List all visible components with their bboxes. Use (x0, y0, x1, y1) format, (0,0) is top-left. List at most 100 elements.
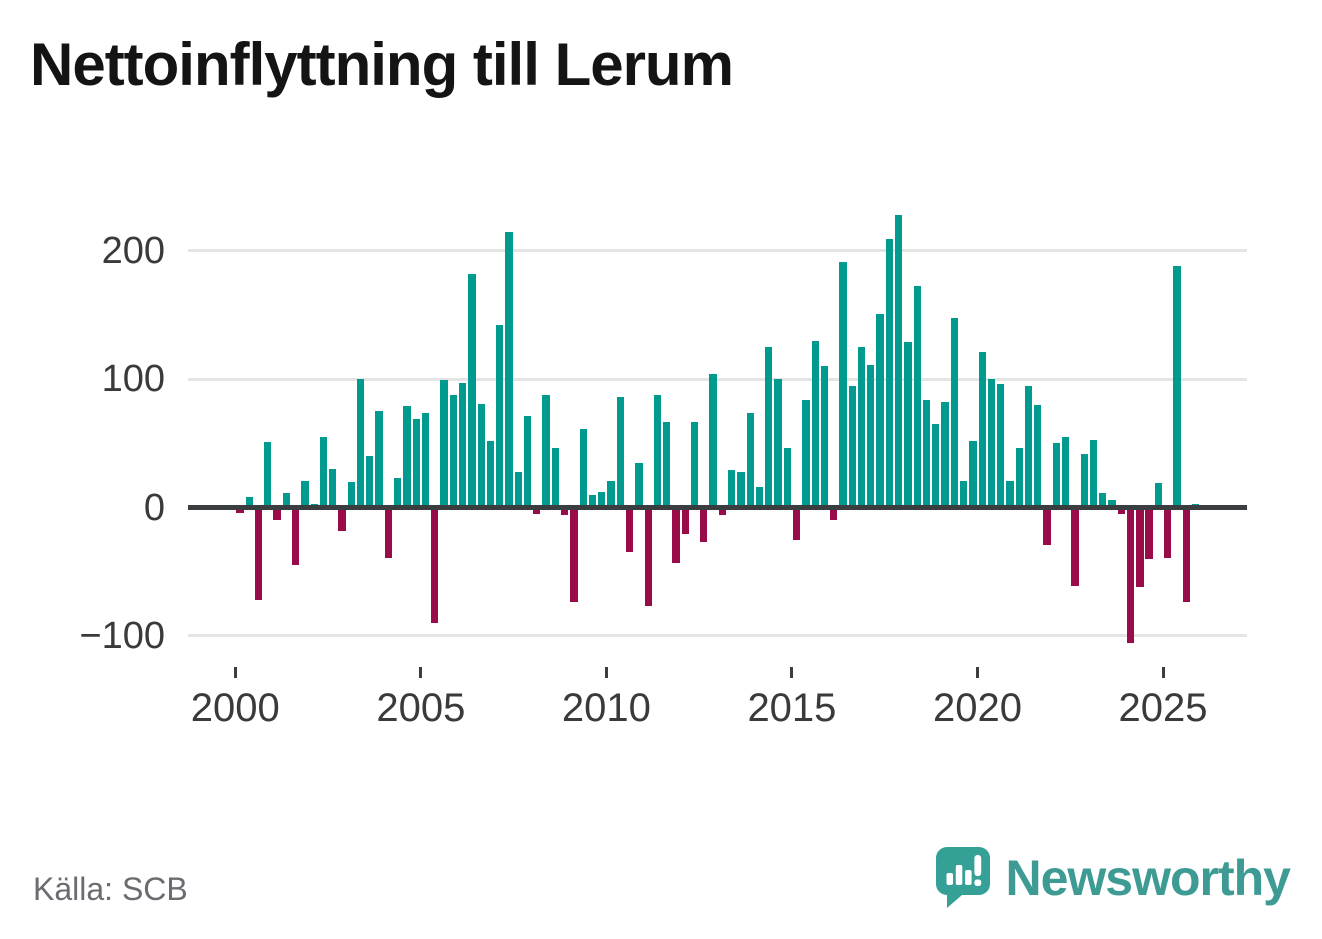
bar-2009-q2 (579, 429, 587, 508)
bar-2008-q2 (542, 394, 550, 508)
bar-2005-q1 (421, 412, 430, 508)
bar-2019-q2 (950, 317, 958, 508)
bar-2004-q1 (384, 507, 393, 558)
bar-2000-q3 (254, 507, 263, 600)
bar-2021-q2 (1024, 385, 1033, 508)
bar-2014-q4 (783, 448, 791, 508)
x-axis-tick-2020 (976, 667, 979, 678)
y-axis-label: 100 (101, 358, 165, 401)
bar-2003-q3 (366, 456, 374, 508)
y-axis-label: 0 (143, 486, 165, 529)
bar-2022-q1 (1052, 443, 1061, 508)
bar-2000-q2 (245, 497, 253, 508)
bar-2007-q2 (505, 231, 513, 508)
x-axis-tick-2000 (233, 667, 237, 678)
bar-2016-q1 (830, 507, 838, 521)
bar-2023-q2 (1099, 493, 1107, 508)
bar-2013-q2 (728, 470, 736, 508)
bar-2023-q1 (1089, 439, 1098, 508)
bar-2014-q2 (765, 347, 773, 508)
bar-2006-q4 (486, 440, 495, 508)
bar-2001-q4 (301, 480, 309, 508)
bar-2008-q3 (551, 448, 560, 508)
bar-2016-q4 (857, 347, 866, 508)
bar-2018-q1 (904, 341, 912, 508)
bar-2011-q2 (653, 394, 662, 508)
bar-2012-q1 (681, 507, 689, 535)
bar-2018-q3 (922, 399, 931, 508)
bar-2003-q2 (356, 379, 365, 508)
bar-2004-q2 (394, 477, 402, 508)
x-axis-label: 2010 (561, 686, 651, 730)
bar-2019-q4 (969, 440, 977, 508)
bar-2003-q4 (375, 411, 383, 508)
bar-2009-q3 (588, 494, 597, 508)
bar-2001-q2 (282, 493, 290, 508)
bar-2010-q3 (625, 507, 634, 553)
bar-2014-q3 (774, 379, 782, 508)
y-axis-label: −100 (79, 614, 165, 657)
bar-2009-q1 (570, 507, 578, 603)
y-axis-label: 200 (101, 229, 165, 272)
bar-2005-q3 (440, 380, 448, 508)
bar-2011-q1 (644, 507, 652, 607)
bar-2016-q2 (839, 262, 847, 508)
bar-2010-q4 (635, 462, 643, 508)
bar-2005-q2 (431, 507, 439, 623)
source-caption: Källa: SCB (33, 871, 188, 907)
bar-2022-q2 (1061, 436, 1070, 508)
bar-2025-q1 (1164, 507, 1172, 558)
bar-2020-q2 (987, 379, 996, 508)
bar-2019-q1 (941, 402, 949, 508)
bar-2023-q3 (1108, 499, 1116, 508)
x-axis-tick-2025 (1161, 667, 1165, 678)
bar-2010-q1 (607, 480, 615, 508)
bar-2000-q4 (264, 442, 272, 508)
bar-2021-q3 (1034, 404, 1042, 508)
bar-2020-q4 (1006, 480, 1014, 508)
bar-2018-q4 (932, 424, 940, 508)
bar-2007-q3 (514, 471, 522, 508)
bar-2000-q1 (236, 507, 244, 513)
bar-2011-q3 (663, 421, 671, 508)
x-axis-tick-2005 (419, 667, 423, 678)
chart-title: Nettoinflyttning till Lerum (30, 31, 734, 98)
bar-2007-q1 (496, 325, 504, 508)
bar-2001-q1 (273, 507, 281, 521)
bar-2002-q3 (329, 469, 337, 508)
gridline--100 (188, 634, 1247, 638)
bar-2013-q1 (718, 507, 727, 516)
bar-2024-q2 (1136, 507, 1144, 588)
bar-2021-q1 (1015, 448, 1023, 508)
bar-2023-q4 (1117, 507, 1125, 514)
bar-2015-q4 (820, 366, 829, 508)
bar-2024-q1 (1126, 507, 1135, 644)
newsworthy-branding: Newsworthy (935, 843, 1291, 913)
bar-2019-q3 (959, 480, 968, 508)
zero-baseline (188, 505, 1247, 510)
x-axis-tick-2015 (790, 667, 794, 678)
bar-2016-q3 (848, 385, 856, 508)
bar-2013-q3 (737, 471, 745, 508)
x-axis-label: 2005 (376, 686, 466, 730)
gridline-200 (188, 249, 1247, 253)
bar-2002-q2 (319, 436, 328, 508)
bar-2020-q3 (997, 384, 1005, 508)
bar-2015-q2 (802, 399, 810, 508)
bar-2011-q4 (672, 507, 680, 563)
bar-2012-q2 (690, 421, 699, 508)
bar-2002-q4 (338, 507, 346, 531)
bar-2013-q4 (746, 412, 754, 508)
bar-2015-q3 (811, 340, 819, 508)
bar-2015-q1 (792, 507, 801, 540)
bar-2025-q3 (1182, 507, 1190, 603)
bar-2022-q3 (1071, 507, 1079, 586)
bar-2021-q4 (1043, 507, 1051, 545)
bar-2009-q4 (598, 492, 606, 508)
bar-2017-q3 (885, 239, 894, 508)
bar-2001-q3 (291, 507, 300, 566)
newsworthy-logo-icon (935, 846, 991, 910)
bar-2014-q1 (755, 486, 764, 508)
gridline-100 (188, 377, 1247, 381)
bar-2024-q3 (1145, 507, 1153, 559)
